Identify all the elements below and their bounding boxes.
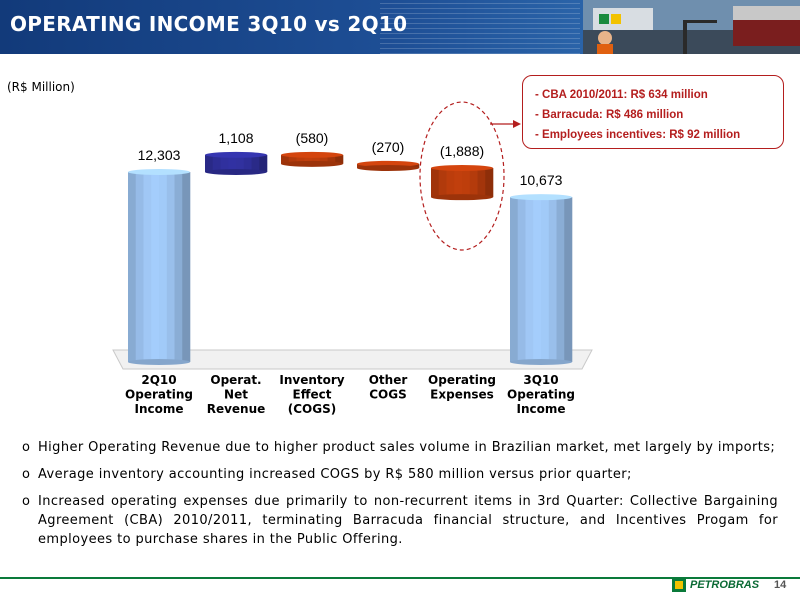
petrobras-logo-icon [672,578,686,592]
category-label: Operating Expenses [428,373,496,402]
waterfall-bar [431,165,494,201]
category-label: Inventory Effect (COGS) [279,373,344,416]
category-label: 2Q10 Operating Income [125,373,193,416]
bar-value-label: 1,108 [218,130,253,146]
opex-breakdown-callout: - CBA 2010/2011: R$ 634 million - Barrac… [522,75,784,149]
waterfall-bar [128,169,191,365]
bar-value-label: (1,888) [440,143,484,159]
header-pattern [380,0,580,54]
waterfall-chart: 12,303 1,108 (580) (270) (1,888) 10,673 2Q10 O… [112,101,593,416]
callout-item: - CBA 2010/2011: R$ 634 million [535,89,708,101]
chart-floor [112,349,593,370]
waterfall-bar [357,160,420,172]
bar-value-label: 12,303 [138,147,181,163]
callout-item: - Barracuda: R$ 486 million [535,109,684,121]
footer-brand: PETROBRAS [690,579,760,591]
footer-divider [0,577,800,579]
slide-title: OPERATING INCOME 3Q10 vs 2Q10 [10,12,408,36]
category-label: Operat. Net Revenue [207,373,266,416]
bullet-item: o Increased operating expenses due primar… [22,494,778,547]
page-number: 14 [774,579,787,591]
slide-header: OPERATING INCOME 3Q10 vs 2Q10 [0,0,800,54]
waterfall-bar [281,151,344,167]
bar-value-label: (580) [296,130,329,146]
bullet-item: o Average inventory accounting increased … [22,467,632,482]
category-label: 3Q10 Operating Income [507,373,575,416]
bullet-item: o Higher Operating Revenue due to higher … [22,440,776,455]
highlight-ellipse [419,101,505,251]
bullet-list: o Higher Operating Revenue due to higher … [22,438,778,557]
category-label: Other COGS [369,373,408,402]
waterfall-bar [205,151,268,175]
bar-value-label: (270) [372,139,405,155]
arrow-head-icon [513,120,521,128]
header-photo-image [583,0,800,54]
waterfall-bar [510,194,573,365]
callout-item: - Employees incentives: R$ 92 million [535,129,741,141]
bar-value-label: 10,673 [520,172,563,188]
unit-label: (R$ Million) [7,80,75,94]
